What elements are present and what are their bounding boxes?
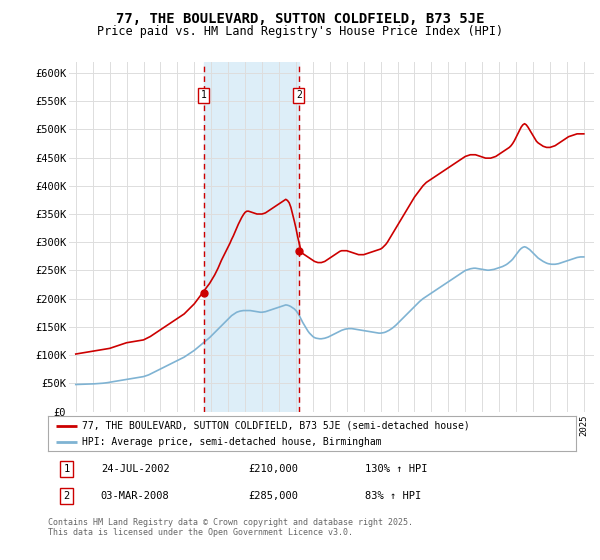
Bar bbox=[204, 62, 299, 412]
Text: HPI: Average price, semi-detached house, Birmingham: HPI: Average price, semi-detached house,… bbox=[82, 437, 382, 447]
Text: 1: 1 bbox=[64, 464, 70, 474]
Text: 24-JUL-2002: 24-JUL-2002 bbox=[101, 464, 170, 474]
Text: 1: 1 bbox=[201, 91, 207, 100]
Text: 77, THE BOULEVARD, SUTTON COLDFIELD, B73 5JE: 77, THE BOULEVARD, SUTTON COLDFIELD, B73… bbox=[116, 12, 484, 26]
Text: 83% ↑ HPI: 83% ↑ HPI bbox=[365, 491, 421, 501]
Text: £210,000: £210,000 bbox=[248, 464, 299, 474]
Text: 03-MAR-2008: 03-MAR-2008 bbox=[101, 491, 170, 501]
Text: Contains HM Land Registry data © Crown copyright and database right 2025.
This d: Contains HM Land Registry data © Crown c… bbox=[48, 518, 413, 538]
Text: Price paid vs. HM Land Registry's House Price Index (HPI): Price paid vs. HM Land Registry's House … bbox=[97, 25, 503, 38]
Text: 77, THE BOULEVARD, SUTTON COLDFIELD, B73 5JE (semi-detached house): 77, THE BOULEVARD, SUTTON COLDFIELD, B73… bbox=[82, 421, 470, 431]
Text: 130% ↑ HPI: 130% ↑ HPI bbox=[365, 464, 427, 474]
Text: £285,000: £285,000 bbox=[248, 491, 299, 501]
Text: 2: 2 bbox=[64, 491, 70, 501]
Text: 2: 2 bbox=[296, 91, 302, 100]
